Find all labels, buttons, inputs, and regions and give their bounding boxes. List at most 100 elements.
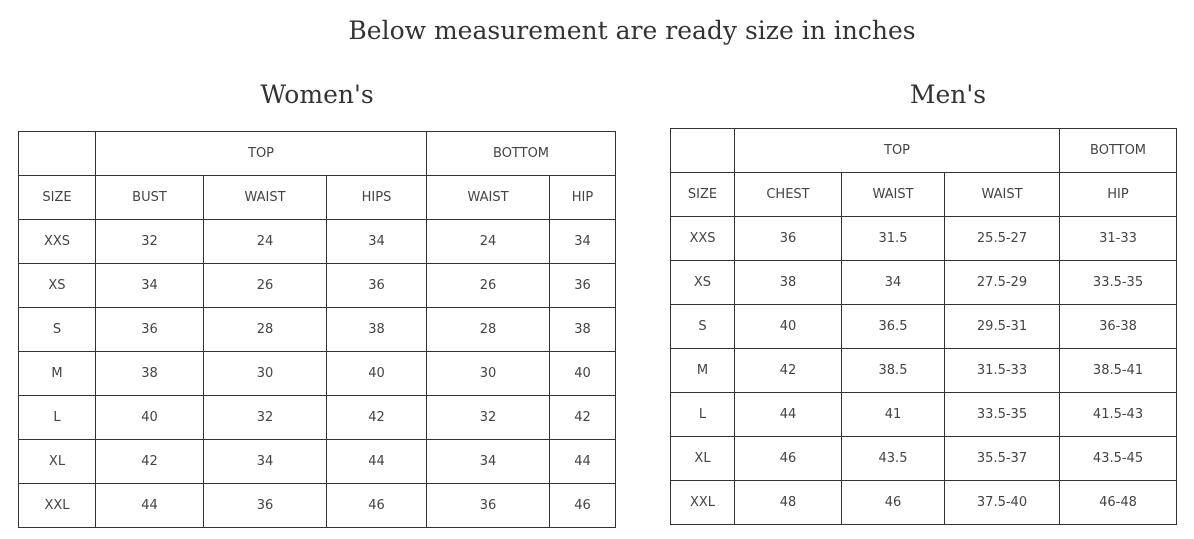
measurement-cell: 38 xyxy=(549,307,617,352)
measurement-cell: 33.5-35 xyxy=(943,392,1061,437)
measurement-cell: 36 xyxy=(426,483,551,528)
table-row: XXL 48 46 37.5-40 46-48 xyxy=(670,480,1178,525)
group-header-cell: TOP xyxy=(94,131,428,176)
men-size-table: TOP BOTTOM SIZE CHEST WAIST WAIST HIP XXS 36 31.5… xyxy=(670,128,1178,525)
measurement-cell: 38.5-41 xyxy=(1059,348,1178,393)
measurement-cell: 28 xyxy=(426,307,551,352)
column-header-row: SIZE BUST WAIST HIPS WAIST HIP xyxy=(18,175,617,220)
measurement-cell: 32 xyxy=(203,395,327,440)
column-header-cell: WAIST xyxy=(943,172,1061,217)
group-header-cell xyxy=(18,131,96,176)
measurement-cell: 36 xyxy=(95,307,204,352)
column-header-row: SIZE CHEST WAIST WAIST HIP xyxy=(670,172,1178,217)
measurement-cell: 35.5-37 xyxy=(943,436,1061,481)
measurement-cell: 34 xyxy=(841,260,945,305)
measurement-cell: 46 xyxy=(549,483,617,528)
size-cell: XXL xyxy=(18,483,96,528)
page-title: Below measurement are ready size in inch… xyxy=(348,16,916,45)
size-cell: L xyxy=(18,395,96,440)
measurement-cell: 36.5 xyxy=(841,304,945,349)
measurement-cell: 34 xyxy=(549,219,617,264)
size-cell: L xyxy=(670,392,735,437)
table-row: XL 42 34 44 34 44 xyxy=(18,439,617,484)
measurement-cell: 46 xyxy=(325,483,428,528)
measurement-cell: 34 xyxy=(95,263,204,308)
measurement-cell: 43.5 xyxy=(841,436,945,481)
table-row: XXS 36 31.5 25.5-27 31-33 xyxy=(670,216,1178,261)
measurement-cell: 26 xyxy=(203,263,327,308)
measurement-cell: 33.5-35 xyxy=(1059,260,1178,305)
measurement-cell: 36 xyxy=(203,483,327,528)
measurement-cell: 25.5-27 xyxy=(943,216,1061,261)
group-header-row: TOP BOTTOM xyxy=(670,128,1178,173)
measurement-cell: 31.5-33 xyxy=(943,348,1061,393)
women-size-table: TOP BOTTOM SIZE BUST WAIST HIPS WAIST HIP XXS 32 2… xyxy=(18,131,617,528)
column-header-cell: WAIST xyxy=(426,175,551,220)
measurement-cell: 30 xyxy=(426,351,551,396)
group-header-row: TOP BOTTOM xyxy=(18,131,617,176)
column-header-cell: WAIST xyxy=(203,175,327,220)
column-header-cell: SIZE xyxy=(670,172,735,217)
size-cell: S xyxy=(670,304,735,349)
size-cell: XXL xyxy=(670,480,735,525)
measurement-cell: 48 xyxy=(734,480,842,525)
table-row: XXL 44 36 46 36 46 xyxy=(18,483,617,528)
table-row: L 44 41 33.5-35 41.5-43 xyxy=(670,392,1178,437)
size-cell: S xyxy=(18,307,96,352)
measurement-cell: 38.5 xyxy=(841,348,945,393)
measurement-cell: 37.5-40 xyxy=(943,480,1061,525)
women-heading: Women's xyxy=(260,80,374,109)
measurement-cell: 38 xyxy=(325,307,428,352)
measurement-cell: 36 xyxy=(549,263,617,308)
measurement-cell: 42 xyxy=(734,348,842,393)
size-cell: XL xyxy=(18,439,96,484)
size-cell: XS xyxy=(670,260,735,305)
size-cell: XXS xyxy=(18,219,96,264)
column-header-cell: WAIST xyxy=(841,172,945,217)
men-heading: Men's xyxy=(909,80,987,109)
measurement-cell: 40 xyxy=(325,351,428,396)
measurement-cell: 28 xyxy=(203,307,327,352)
column-header-cell: BUST xyxy=(95,175,204,220)
column-header-cell: HIPS xyxy=(325,175,428,220)
measurement-cell: 40 xyxy=(95,395,204,440)
measurement-cell: 38 xyxy=(95,351,204,396)
measurement-cell: 42 xyxy=(325,395,428,440)
group-header-cell: BOTTOM xyxy=(426,131,617,176)
size-cell: M xyxy=(18,351,96,396)
measurement-cell: 42 xyxy=(95,439,204,484)
table-row: XL 46 43.5 35.5-37 43.5-45 xyxy=(670,436,1178,481)
size-cell: XXS xyxy=(670,216,735,261)
measurement-cell: 46-48 xyxy=(1059,480,1178,525)
table-row: L 40 32 42 32 42 xyxy=(18,395,617,440)
table-row: S 36 28 38 28 38 xyxy=(18,307,617,352)
measurement-cell: 24 xyxy=(426,219,551,264)
measurement-cell: 31.5 xyxy=(841,216,945,261)
table-row: XS 38 34 27.5-29 33.5-35 xyxy=(670,260,1178,305)
measurement-cell: 27.5-29 xyxy=(943,260,1061,305)
group-header-cell xyxy=(670,128,735,173)
measurement-cell: 36 xyxy=(325,263,428,308)
measurement-cell: 38 xyxy=(734,260,842,305)
measurement-cell: 42 xyxy=(549,395,617,440)
measurement-cell: 40 xyxy=(734,304,842,349)
measurement-cell: 32 xyxy=(426,395,551,440)
measurement-cell: 36-38 xyxy=(1059,304,1178,349)
measurement-cell: 44 xyxy=(95,483,204,528)
measurement-cell: 46 xyxy=(734,436,842,481)
measurement-cell: 32 xyxy=(95,219,204,264)
table-row: XS 34 26 36 26 36 xyxy=(18,263,617,308)
table-row: M 38 30 40 30 40 xyxy=(18,351,617,396)
group-header-cell: TOP xyxy=(733,128,1061,173)
measurement-cell: 34 xyxy=(325,219,428,264)
size-cell: XS xyxy=(18,263,96,308)
measurement-cell: 44 xyxy=(325,439,428,484)
column-header-cell: CHEST xyxy=(734,172,842,217)
measurement-cell: 46 xyxy=(841,480,945,525)
size-cell: M xyxy=(670,348,735,393)
group-header-cell: BOTTOM xyxy=(1059,128,1178,173)
measurement-cell: 44 xyxy=(549,439,617,484)
measurement-cell: 40 xyxy=(549,351,617,396)
table-row: XXS 32 24 34 24 34 xyxy=(18,219,617,264)
measurement-cell: 43.5-45 xyxy=(1059,436,1178,481)
